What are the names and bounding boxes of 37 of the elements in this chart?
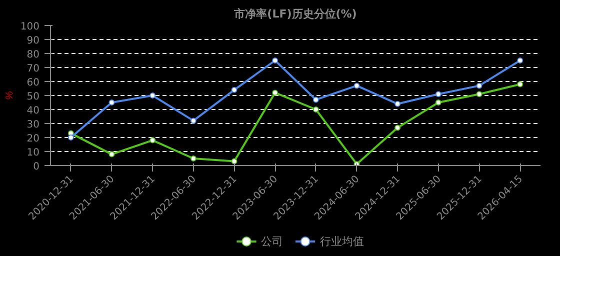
point (231, 86, 238, 93)
point (517, 81, 524, 88)
point (517, 58, 524, 64)
point (312, 96, 319, 103)
point (150, 137, 156, 144)
y-tick-label: 10 (26, 148, 40, 158)
y-axis-title: % (4, 90, 16, 100)
point (68, 134, 74, 140)
point (108, 151, 115, 158)
y-tick-label: 70 (26, 64, 40, 74)
y-tick-label: 80 (26, 50, 40, 60)
point (190, 156, 196, 162)
y-tick-label: 20 (26, 134, 40, 144)
point (272, 90, 278, 96)
point (272, 58, 278, 64)
y-tick-label: 50 (26, 92, 40, 102)
chart-title: 市净率(LF)历史分位(%) (233, 8, 357, 20)
point (190, 118, 196, 124)
y-tick-label: 40 (26, 106, 40, 116)
point (435, 91, 442, 98)
point (108, 100, 115, 106)
y-tick-label: 90 (26, 36, 40, 46)
point (394, 124, 401, 131)
point (476, 91, 482, 98)
legend-label: 行业均值 (320, 235, 364, 248)
point (231, 158, 238, 164)
point (150, 92, 156, 98)
point (394, 100, 401, 107)
point (476, 82, 482, 89)
y-tick-label: 0 (33, 162, 40, 172)
y-tick-label: 100 (20, 22, 40, 32)
y-tick-label: 60 (26, 78, 40, 88)
y-tick-label: 30 (26, 120, 40, 130)
legend-label: 公司 (261, 235, 284, 248)
point (435, 100, 442, 106)
point (354, 82, 360, 89)
point (312, 106, 319, 112)
